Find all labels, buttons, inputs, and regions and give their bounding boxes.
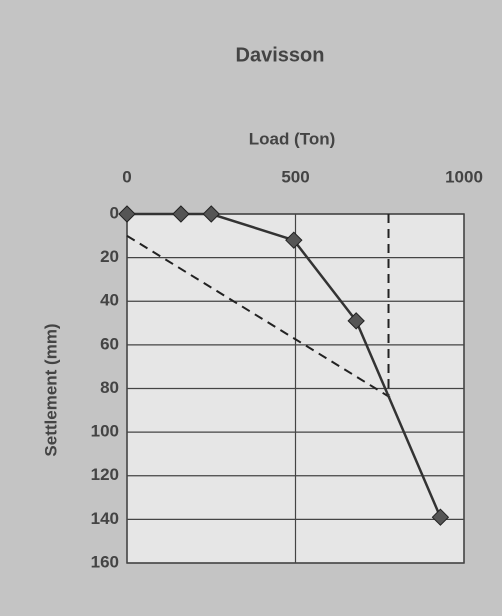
data-point <box>172 205 190 223</box>
y-tick-label: 40 <box>100 291 119 310</box>
x-tick-label: 0 <box>122 167 131 186</box>
data-line <box>127 212 442 518</box>
y-axis-label: Settlement (mm) <box>41 323 60 456</box>
y-tick-label: 0 <box>110 203 119 222</box>
y-tick-label: 140 <box>91 509 119 528</box>
x-axis-label: Load (Ton) <box>249 129 336 148</box>
x-tick-label: 500 <box>281 167 309 186</box>
data-point <box>347 312 365 330</box>
x-tick-label: 1000 <box>445 167 483 186</box>
chart-title: Davisson <box>236 44 325 66</box>
offset-line <box>126 234 391 399</box>
data-point <box>202 205 220 223</box>
data-point <box>431 508 450 526</box>
y-tick-label: 160 <box>91 552 119 571</box>
y-tick-label: 60 <box>100 334 119 353</box>
y-tick-label: 20 <box>100 247 119 266</box>
data-point <box>285 231 303 249</box>
y-tick-label: 80 <box>100 378 119 397</box>
data-point <box>118 205 136 223</box>
y-tick-label: 100 <box>91 422 119 441</box>
y-tick-label: 120 <box>91 465 119 484</box>
